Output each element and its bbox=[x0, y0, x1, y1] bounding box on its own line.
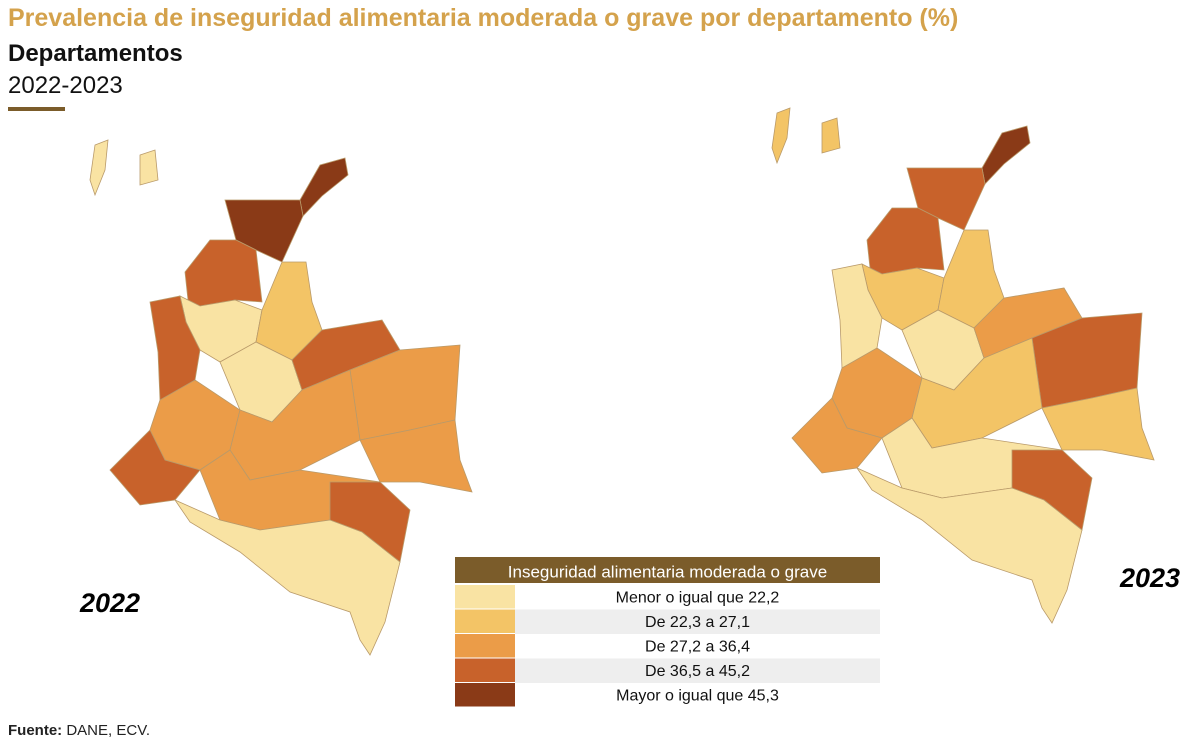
title: Prevalencia de inseguridad alimentaria m… bbox=[8, 4, 959, 32]
legend: Inseguridad alimentaria moderada o grave… bbox=[455, 557, 880, 707]
legend-swatch bbox=[455, 609, 515, 633]
legend-row bbox=[515, 658, 880, 683]
department bbox=[821, 117, 841, 154]
legend-header bbox=[455, 557, 880, 583]
legend-title: Inseguridad alimentaria moderada o grave bbox=[508, 562, 827, 581]
subtitle: Departamentos bbox=[8, 40, 183, 67]
legend-swatch bbox=[455, 585, 515, 609]
legend-row bbox=[515, 609, 880, 634]
department bbox=[184, 239, 263, 307]
department bbox=[139, 149, 159, 186]
map-label: 2023 bbox=[1119, 563, 1180, 593]
source-text: DANE, ECV. bbox=[66, 722, 150, 739]
department bbox=[173, 499, 401, 656]
department bbox=[89, 139, 109, 197]
department bbox=[981, 125, 1031, 185]
department bbox=[299, 157, 349, 217]
department bbox=[855, 467, 1083, 624]
map-2023 bbox=[771, 107, 1155, 624]
department bbox=[866, 207, 945, 275]
department bbox=[1041, 387, 1155, 461]
legend-swatch bbox=[455, 634, 515, 658]
source: Fuente: DANE, ECV. bbox=[8, 722, 150, 739]
title-underline bbox=[8, 107, 65, 111]
legend-swatch bbox=[455, 658, 515, 682]
map-label: 2022 bbox=[79, 588, 140, 618]
legend-swatch bbox=[455, 683, 515, 707]
map-2022 bbox=[89, 139, 473, 656]
source-label: Fuente: bbox=[8, 722, 63, 739]
department bbox=[359, 419, 473, 493]
department bbox=[771, 107, 791, 165]
legend-label: Mayor o igual que 45,3 bbox=[616, 687, 779, 704]
legend-label: De 36,5 a 45,2 bbox=[645, 663, 750, 680]
legend-label: De 27,2 a 36,4 bbox=[645, 638, 750, 655]
legend-label: Menor o igual que 22,2 bbox=[616, 589, 780, 606]
legend-label: De 22,3 a 27,1 bbox=[645, 614, 750, 631]
period: 2022-2023 bbox=[8, 72, 123, 99]
